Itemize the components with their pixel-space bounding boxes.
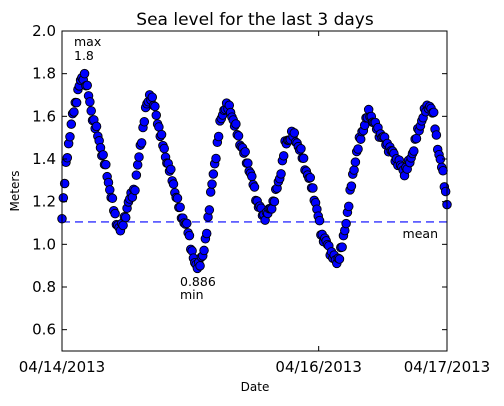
data-point: [195, 261, 205, 271]
data-point: [346, 181, 357, 191]
data-points: [57, 68, 452, 274]
data-point: [298, 153, 309, 164]
data-point: [247, 171, 257, 182]
data-point: [175, 202, 185, 212]
x-tick-label: 04/16/2013: [275, 358, 361, 376]
x-tick-label: 04/14/2013: [19, 358, 105, 376]
data-point: [166, 164, 176, 175]
mean-line-label: mean: [403, 226, 438, 241]
data-point: [66, 119, 77, 129]
data-point: [207, 179, 217, 189]
data-point: [182, 218, 192, 229]
data-point: [231, 119, 241, 129]
data-point: [269, 196, 280, 207]
data-point: [105, 185, 115, 195]
data-point: [150, 101, 160, 112]
data-point: [120, 212, 131, 223]
data-point: [440, 186, 451, 197]
y-tick-label: 0.6: [32, 321, 56, 339]
min-annotation-label: min: [180, 287, 204, 302]
data-point: [139, 116, 150, 127]
plot-area: 0.6 0.8 1.0 1.2 1.4 1.6 1.8 2.0 04/14/2013 04/16/…: [19, 22, 490, 376]
data-point: [59, 178, 70, 189]
data-point: [305, 172, 316, 183]
y-tick-label: 0.8: [32, 278, 56, 296]
max-annotation-value: 1.8: [74, 48, 94, 63]
data-point: [85, 97, 95, 107]
data-point: [334, 254, 345, 264]
data-point: [428, 107, 439, 118]
y-tick-label: 1.6: [32, 107, 56, 125]
data-point: [308, 183, 318, 193]
data-point: [211, 153, 221, 164]
data-point: [289, 128, 300, 138]
data-point: [156, 129, 167, 140]
data-point: [204, 205, 215, 215]
x-tick-label: 04/17/2013: [404, 358, 490, 376]
data-point: [278, 151, 289, 161]
data-point: [101, 159, 111, 170]
data-point: [411, 133, 422, 144]
max-annotation-label: max: [74, 34, 101, 49]
data-point: [409, 146, 419, 156]
data-point: [62, 153, 73, 163]
data-point: [438, 165, 448, 176]
data-point: [71, 97, 82, 108]
y-axis-title: Meters: [8, 170, 22, 211]
y-tick-label: 2.0: [32, 22, 56, 40]
axis-ticks: 0.6 0.8 1.0 1.2 1.4 1.6 1.8 2.0 04/14/2013 04/16/…: [19, 22, 490, 376]
x-axis-title: Date: [241, 380, 270, 394]
y-tick-label: 1.8: [32, 65, 56, 83]
plot-frame: [61, 30, 448, 352]
data-point: [341, 218, 351, 229]
data-point: [147, 92, 158, 102]
chart-title: Sea level for the last 3 days: [136, 10, 374, 30]
data-point: [168, 179, 179, 189]
data-point: [249, 182, 260, 192]
data-point: [233, 131, 244, 141]
data-point: [344, 201, 354, 212]
data-point: [213, 131, 224, 142]
data-point: [350, 157, 361, 167]
y-tick-label: 1.2: [32, 193, 56, 211]
data-point: [208, 169, 219, 179]
data-point: [130, 185, 140, 196]
data-point: [118, 220, 128, 231]
data-point: [199, 245, 209, 256]
data-point: [86, 106, 96, 116]
data-point: [134, 152, 144, 162]
data-point: [132, 160, 143, 170]
y-tick-label: 1.0: [32, 235, 56, 253]
data-point: [349, 165, 359, 175]
data-point: [276, 169, 286, 179]
data-point: [58, 193, 69, 203]
data-point: [296, 143, 306, 154]
min-annotation-value: 0.886: [180, 274, 216, 289]
data-point: [91, 121, 102, 132]
data-point: [136, 138, 147, 148]
data-point: [98, 150, 108, 160]
data-point: [82, 80, 92, 91]
data-point: [205, 187, 216, 197]
data-point: [240, 147, 250, 157]
y-tick-label: 1.4: [32, 150, 56, 168]
data-point: [65, 132, 75, 142]
data-point: [79, 68, 90, 79]
data-point: [110, 208, 120, 219]
data-point: [243, 158, 253, 168]
data-point: [131, 170, 142, 180]
data-point: [355, 134, 366, 144]
data-point: [337, 242, 347, 252]
data-point: [107, 193, 118, 204]
data-point: [431, 130, 442, 140]
data-point: [184, 230, 195, 241]
data-point: [69, 107, 79, 117]
data-point: [159, 143, 169, 154]
data-point: [151, 110, 162, 120]
data-point: [172, 193, 183, 204]
data-point: [314, 215, 325, 226]
data-point: [201, 228, 212, 239]
data-point: [353, 144, 363, 154]
